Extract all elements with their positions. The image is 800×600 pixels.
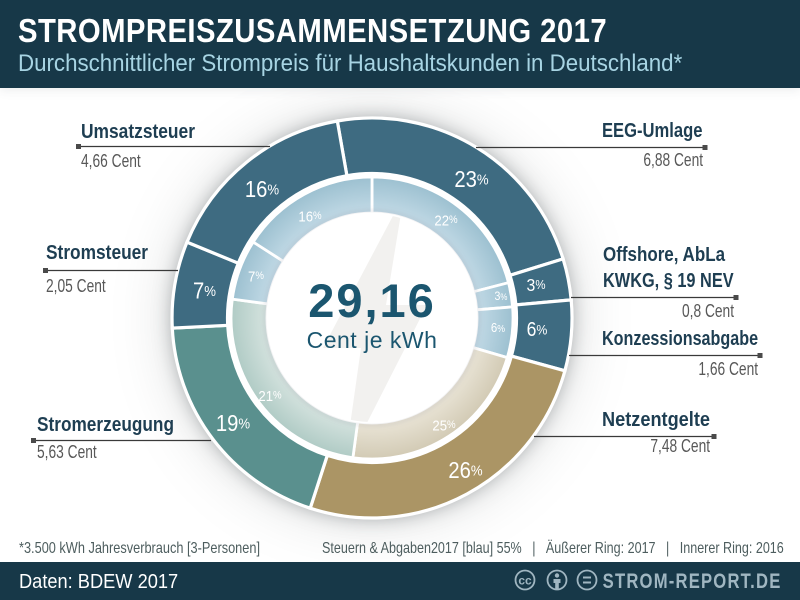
svg-text:3%: 3% <box>495 291 508 304</box>
svg-text:21%: 21% <box>258 387 281 404</box>
svg-text:19%: 19% <box>216 410 251 437</box>
svg-text:cc: cc <box>518 574 532 588</box>
svg-text:7%: 7% <box>193 277 216 304</box>
svg-text:6%: 6% <box>527 318 548 340</box>
svg-text:Cent je kWh: Cent je kWh <box>307 327 438 353</box>
svg-text:3%: 3% <box>527 275 546 295</box>
svg-text:29,16: 29,16 <box>308 274 436 327</box>
svg-text:7%: 7% <box>248 268 264 285</box>
svg-text:6%: 6% <box>491 321 506 336</box>
svg-text:22%: 22% <box>434 212 457 229</box>
svg-text:25%: 25% <box>432 417 455 434</box>
svg-text:16%: 16% <box>298 208 321 225</box>
